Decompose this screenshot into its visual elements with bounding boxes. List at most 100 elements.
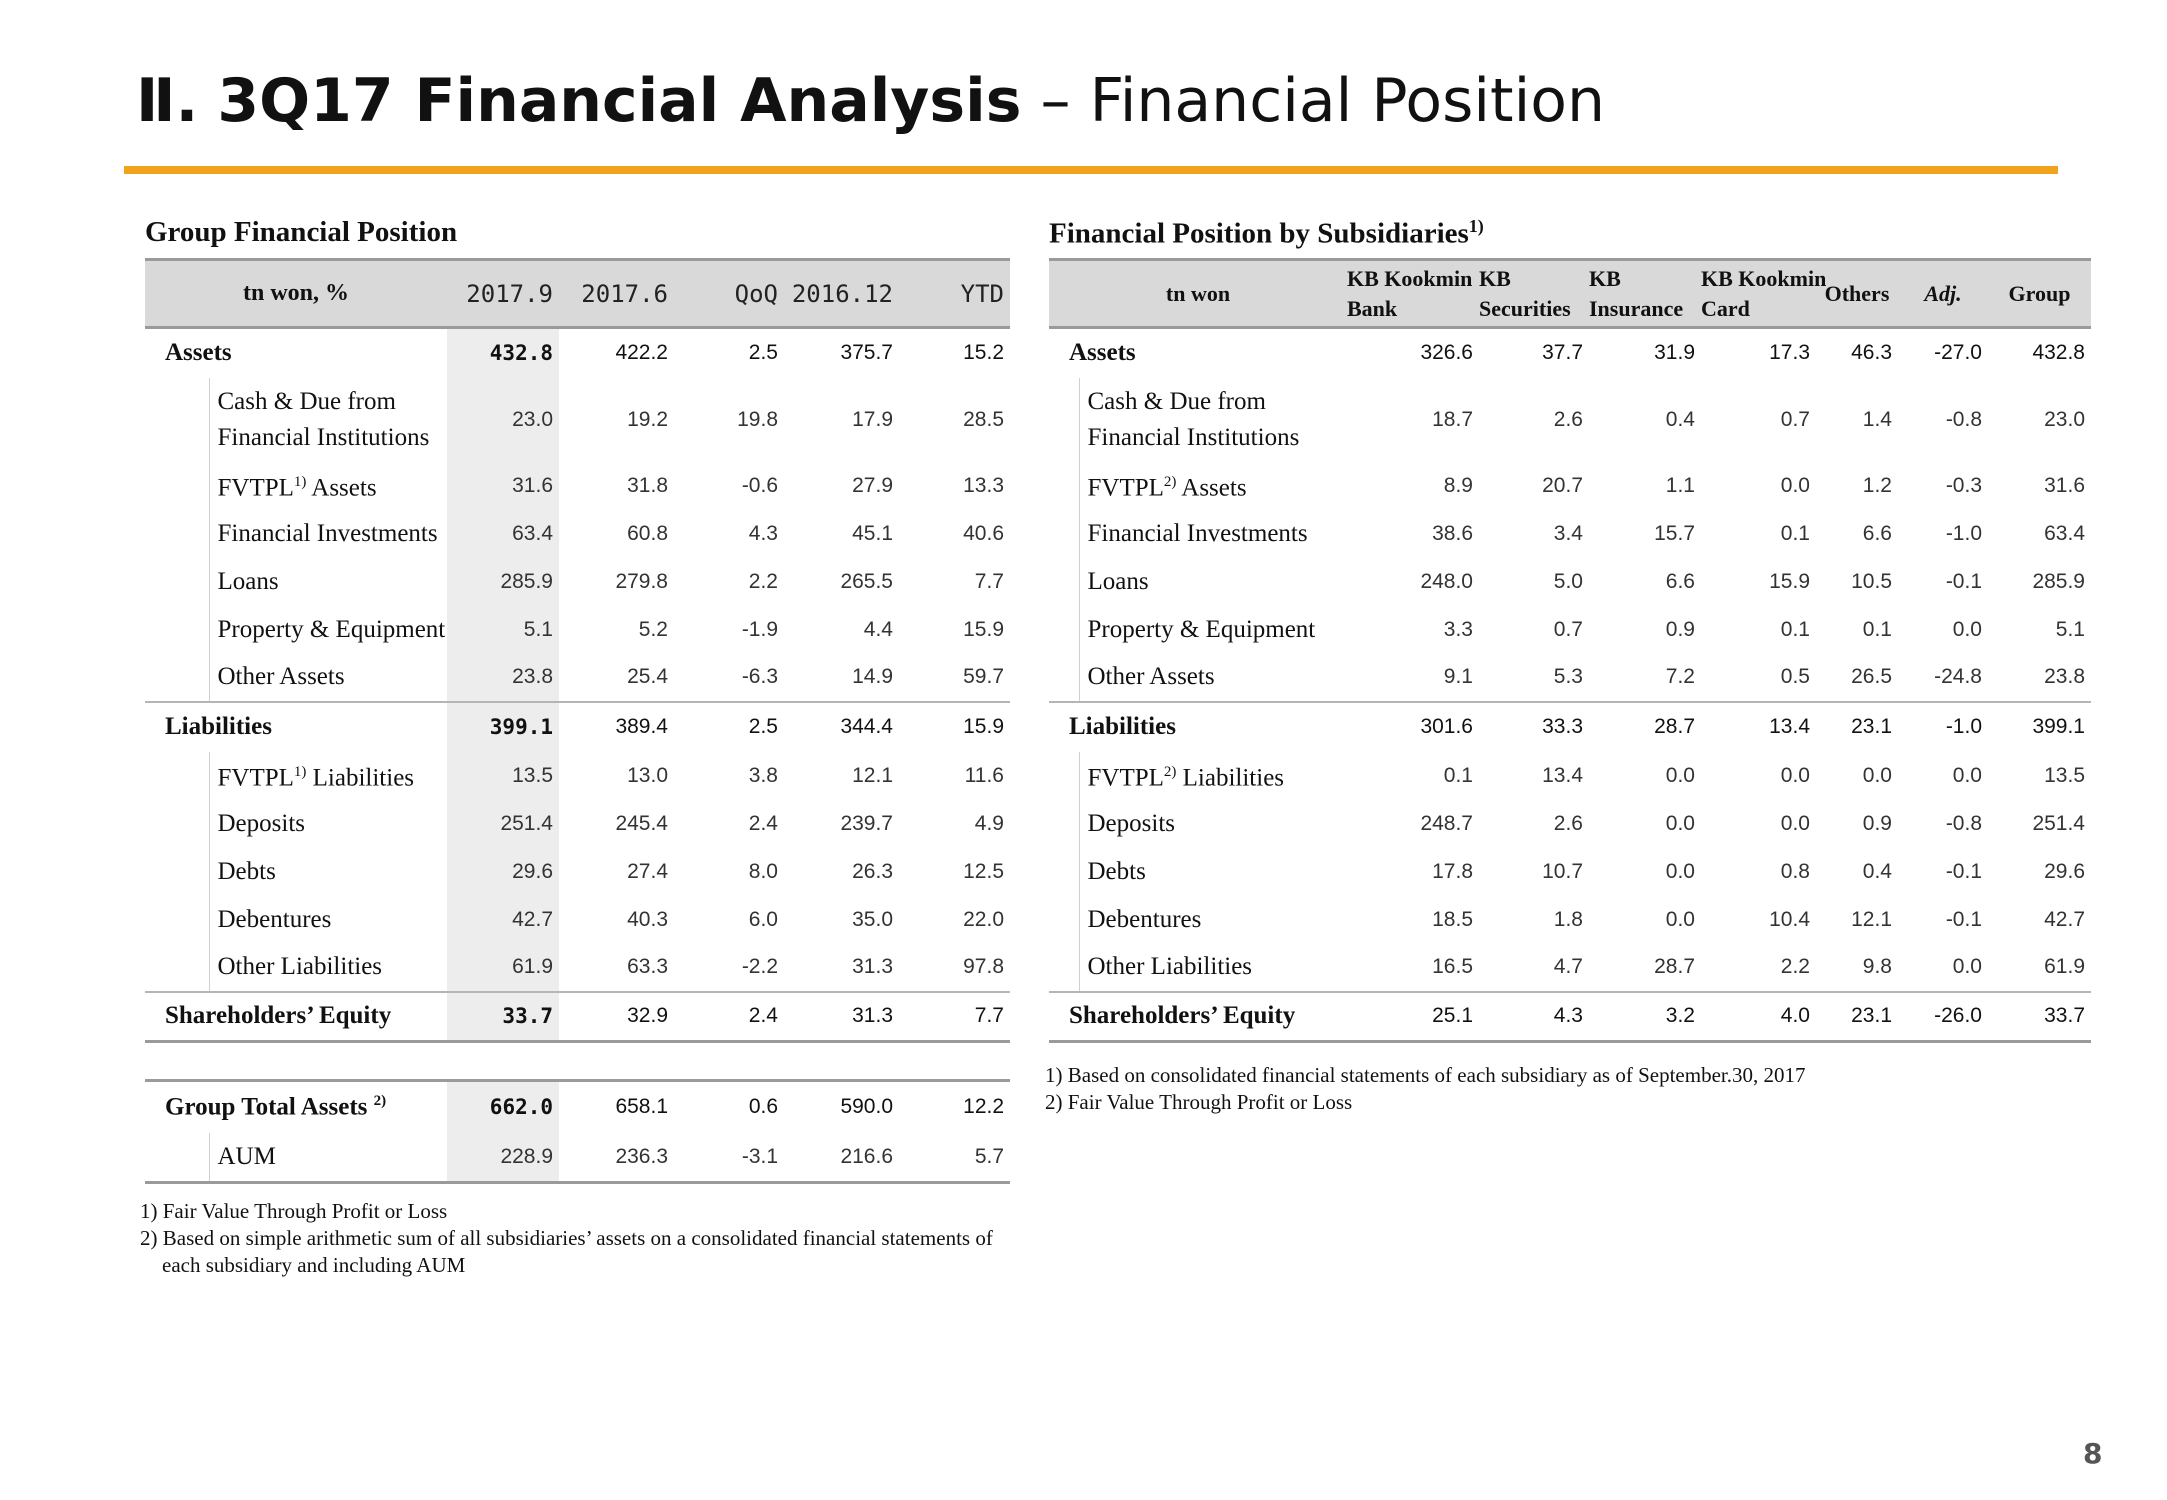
- table-cell: 0.0: [1665, 907, 1695, 931]
- table-row: Deposits 251.4 245.4 2.4 239.7 4.9: [145, 799, 1010, 848]
- col-header: tn won: [1049, 258, 1347, 329]
- table-row: Shareholders’ Equity 33.7 32.9 2.4 31.3 7.7: [145, 990, 1010, 1043]
- col-header-line: tn won: [1165, 280, 1231, 306]
- col-header-line: KB: [1479, 265, 1511, 291]
- table-cell: 0.7: [1553, 617, 1583, 641]
- table-cell: 27.4: [627, 859, 668, 883]
- subsidiaries-financial-position-table: tn won KB Kookmin Bank KB Securities KB Insura…: [1049, 258, 2091, 1043]
- table-cell: 6.0: [748, 907, 778, 931]
- col-header-line: Bank: [1347, 295, 1398, 321]
- table-cell: 2.5: [674, 700, 784, 752]
- table-cell: 40.3: [627, 907, 668, 931]
- table-row: Property & Equipment 5.1 5.2 -1.9 4.4 15.9: [145, 605, 1010, 654]
- table-cell: 251.4: [2032, 811, 2085, 835]
- table-row: Deposits 248.7 2.6 0.0 0.0 0.9 -0.8 251.4: [1049, 799, 2091, 848]
- table-cell: 4.3: [748, 521, 778, 545]
- table-cell: 13.3: [963, 473, 1004, 497]
- table-cell: 15.2: [899, 326, 1010, 378]
- table-cell: 251.4: [447, 799, 559, 848]
- row-label: Loans: [1078, 557, 1347, 606]
- indent-cell: [1049, 848, 1079, 896]
- table-row: Shareholders’ Equity 25.1 4.3 3.2 4.0 23.1 -26…: [1049, 990, 2091, 1043]
- table-cell: 0.1: [1780, 617, 1810, 641]
- table-cell: 42.7: [2044, 907, 2085, 931]
- table-cell: 2.2: [1780, 955, 1810, 978]
- table-cell: 285.9: [2032, 569, 2085, 593]
- table-row: Debts 17.8 10.7 0.0 0.8 0.4 -0.1 29.6: [1049, 847, 2091, 896]
- row-label-text: Debentures: [217, 905, 332, 933]
- row-label-text: Deposits: [217, 809, 306, 837]
- indent-cell: [145, 752, 209, 800]
- table-cell: 22.0: [963, 907, 1004, 931]
- table-cell: 31.3: [852, 955, 893, 978]
- table-cell: 2.4: [674, 990, 784, 1043]
- row-label: AUM: [208, 1132, 448, 1184]
- table-cell: 399.1: [1988, 700, 2091, 752]
- footnote: 1) Based on consolidated financial state…: [1045, 1063, 1806, 1087]
- table-cell: 14.9: [852, 665, 893, 688]
- col-header-line: Group: [2008, 280, 2071, 306]
- table-cell: 5.7: [899, 1132, 1011, 1184]
- table-cell: 13.4: [1542, 763, 1583, 787]
- table-cell: 17.3: [1701, 326, 1816, 378]
- table-cell: 285.9: [447, 557, 559, 606]
- indent-cell: [145, 462, 209, 510]
- row-label: Other Assets: [208, 653, 447, 702]
- row-label-line: Cash & Due from: [217, 387, 396, 415]
- table-cell: 2.5: [674, 326, 784, 378]
- table-cell: 15.9: [899, 700, 1010, 752]
- col-header-line: KB Kookmin: [1701, 265, 1827, 291]
- table-cell: 13.5: [447, 751, 559, 800]
- footnote-marker: 2): [1163, 474, 1177, 491]
- table-cell: 245.4: [615, 811, 668, 835]
- table-cell: 4.3: [1479, 990, 1589, 1043]
- right-footnotes: 1) Based on consolidated financial state…: [1045, 1062, 1805, 1116]
- table-cell: 15.9: [1769, 569, 1810, 593]
- table-cell: 61.9: [447, 943, 559, 992]
- indent-cell: [1049, 752, 1079, 800]
- table-cell: 28.5: [963, 407, 1004, 431]
- table-cell: 2.6: [1553, 407, 1583, 431]
- table-cell: 1.2: [1862, 473, 1892, 497]
- table-cell: 1.1: [1665, 473, 1695, 497]
- table-cell: -0.1: [1945, 859, 1982, 883]
- row-label-text: Loans: [217, 567, 279, 595]
- title-underline: [124, 166, 2058, 174]
- indent-cell: [1049, 510, 1079, 558]
- table-cell: 432.8: [1988, 326, 2091, 378]
- table-row: Property & Equipment 3.3 0.7 0.9 0.1 0.1 0.0 5.…: [1049, 605, 2091, 654]
- col-header-line: Card: [1701, 295, 1750, 321]
- table-cell: 216.6: [784, 1132, 900, 1184]
- table-cell: -0.8: [1945, 407, 1982, 431]
- title-sub: Financial Position: [1089, 66, 1605, 136]
- indent-cell: [145, 848, 209, 896]
- footnote-marker: 1): [293, 764, 307, 781]
- table-cell: -1.0: [1898, 700, 1988, 752]
- table-cell: 31.3: [784, 990, 899, 1043]
- table-cell: 9.8: [1862, 955, 1892, 978]
- table-cell: 3.3: [1443, 617, 1473, 641]
- table-cell: 25.4: [627, 665, 668, 688]
- table-cell: 33.7: [447, 990, 559, 1043]
- table-cell: 0.0: [1665, 859, 1695, 883]
- col-header-line: Adj.: [1924, 280, 1962, 306]
- table-cell: 1.4: [1862, 407, 1892, 431]
- table-cell: 23.0: [2044, 407, 2085, 431]
- group-financial-position-table: tn won, % 2017.9 2017.6 QoQ 2016.12 YTD …: [145, 258, 1010, 1043]
- table-cell: 0.0: [1952, 763, 1982, 787]
- table-cell: 239.7: [840, 811, 893, 835]
- row-label-text: Deposits: [1087, 809, 1176, 837]
- table-cell: 27.9: [852, 473, 893, 497]
- group-total-assets-table: Group Total Assets 2) 662.0 658.1 0.6 59…: [145, 1079, 1011, 1184]
- table-cell: 0.4: [1862, 859, 1892, 883]
- table-row: Loans 285.9 279.8 2.2 265.5 7.7: [145, 557, 1010, 606]
- col-header: 2017.6: [559, 258, 674, 329]
- table-cell: 25.1: [1347, 990, 1479, 1043]
- table-cell: 31.6: [447, 461, 559, 510]
- row-label: Other Liabilities: [208, 943, 447, 992]
- table-cell: -6.3: [741, 665, 778, 688]
- table-cell: 10.5: [1851, 569, 1892, 593]
- table-row: Other Assets 9.1 5.3 7.2 0.5 26.5 -24.8 23.8: [1049, 653, 2091, 702]
- table-cell: 265.5: [840, 569, 893, 593]
- table-cell: 0.1: [1780, 521, 1810, 545]
